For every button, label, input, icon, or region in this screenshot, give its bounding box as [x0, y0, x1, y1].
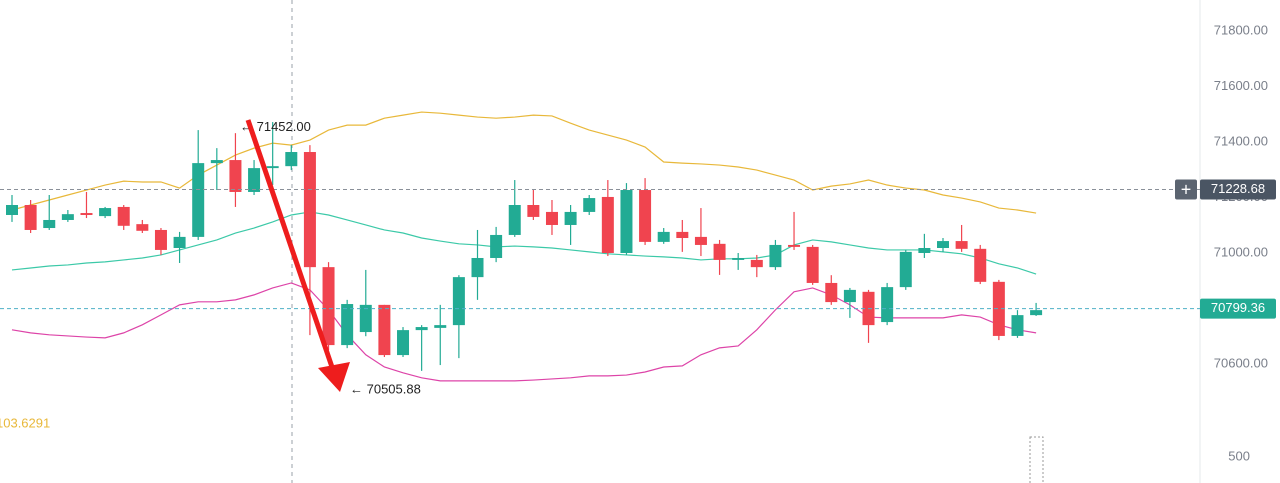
- candle-body: [825, 282, 838, 303]
- candle-body: [452, 277, 465, 326]
- drawn-arrow-head: [318, 362, 350, 392]
- add-button[interactable]: [1175, 179, 1197, 200]
- candle-body: [303, 152, 316, 268]
- candle-body: [620, 190, 633, 253]
- candle-body: [80, 213, 93, 215]
- candle-body: [899, 251, 912, 288]
- candle-body: [583, 198, 596, 212]
- price-label: 70799.36: [1211, 300, 1265, 315]
- candle-body: [545, 211, 558, 225]
- band-middle: [11, 211, 1037, 275]
- y-tick-label: 70600.00: [1214, 355, 1268, 370]
- price-label: 71228.68: [1211, 181, 1265, 196]
- candle-body: [806, 246, 819, 283]
- y-tick-label: 71600.00: [1214, 78, 1268, 93]
- y-tick-label: 71800.00: [1214, 23, 1268, 38]
- candle-body: [359, 304, 372, 333]
- candle-body: [471, 257, 484, 278]
- y-tick-label: 71000.00: [1214, 244, 1268, 259]
- candle-body: [6, 205, 18, 215]
- volume-tick-label: 500: [1228, 448, 1250, 463]
- annotation: ← 70505.88: [350, 381, 421, 396]
- candle-body: [136, 224, 149, 231]
- candle-body: [918, 247, 931, 253]
- candle-body: [248, 168, 261, 192]
- candle-body: [1011, 315, 1024, 336]
- candle-body: [322, 267, 335, 346]
- candle-body: [61, 214, 74, 220]
- candle-body: [508, 205, 521, 235]
- candle-body: [527, 205, 540, 217]
- candle-body: [992, 281, 1005, 336]
- candle-body: [788, 244, 801, 247]
- indicator-label: 103.6291: [0, 415, 50, 430]
- candle-body: [732, 257, 745, 260]
- candle-body: [1030, 310, 1043, 316]
- y-tick-label: 71400.00: [1214, 133, 1268, 148]
- candle-body: [881, 287, 894, 323]
- candle-body: [974, 248, 987, 282]
- candle-body: [657, 231, 670, 242]
- candle-body: [43, 219, 56, 229]
- candle-body: [154, 229, 167, 250]
- candle-body: [713, 243, 726, 260]
- candle-body: [955, 241, 968, 249]
- price-label-bg: [1200, 179, 1276, 200]
- candle-body: [397, 330, 410, 356]
- candle-body: [24, 205, 37, 230]
- candle-body: [694, 236, 707, 245]
- add-button-icon: +: [1181, 179, 1192, 199]
- volume-highlight: [1029, 436, 1044, 483]
- candle-body: [341, 304, 354, 346]
- candle-body: [266, 166, 279, 169]
- candle-body: [99, 208, 112, 217]
- candle-body: [229, 160, 242, 192]
- candle-body: [750, 259, 763, 268]
- candle-body: [676, 231, 689, 239]
- candle-body: [378, 304, 391, 356]
- candle-body: [564, 211, 577, 225]
- candle-body: [601, 196, 614, 253]
- candle-body: [639, 190, 652, 242]
- candle-body: [173, 236, 186, 248]
- candle-body: [843, 289, 856, 303]
- price-label-bg: [1200, 298, 1276, 319]
- candle-body: [210, 160, 223, 164]
- candle-body: [434, 325, 447, 328]
- candle-body: [415, 327, 428, 331]
- annotation: ← 71452.00: [240, 119, 311, 134]
- candle-body: [769, 244, 782, 268]
- candle-body: [490, 234, 503, 258]
- band-upper: [11, 111, 1037, 214]
- candle-body: [937, 241, 949, 248]
- candle-body: [285, 152, 298, 167]
- drawn-arrow: [245, 119, 336, 371]
- candle-body: [117, 206, 130, 226]
- candle-body: [192, 163, 205, 237]
